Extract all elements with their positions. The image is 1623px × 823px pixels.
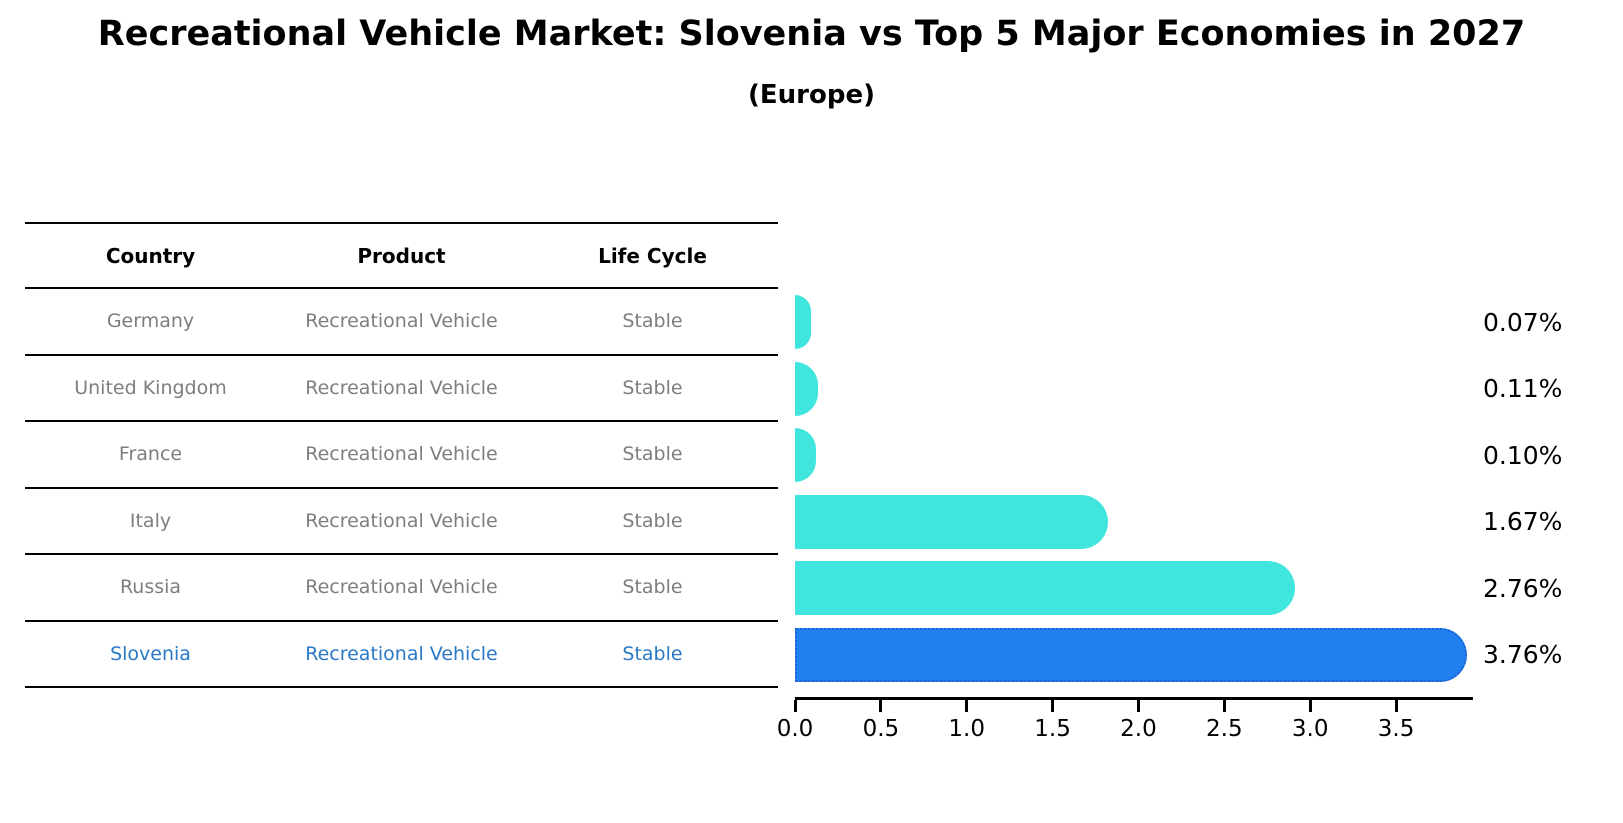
table-cell: Recreational Vehicle <box>305 376 498 399</box>
x-tick <box>879 700 883 712</box>
bar-value-label: 2.76% <box>1483 573 1563 603</box>
table-cell: Stable <box>622 443 683 466</box>
bar-united-kingdom <box>795 361 818 416</box>
table-cell: Slovenia <box>110 642 191 665</box>
x-tick <box>1308 700 1312 712</box>
x-tick-label: 1.5 <box>1034 716 1071 742</box>
x-tick-label: 3.0 <box>1291 716 1329 742</box>
table-cell: Russia <box>119 576 182 599</box>
bar-value-label: 0.07% <box>1483 307 1563 337</box>
table-cell: Germany <box>106 310 195 333</box>
table-cell: Stable <box>622 509 683 532</box>
bar-germany <box>795 295 811 350</box>
x-tick <box>1222 700 1226 712</box>
table-header-product: Product <box>357 243 446 268</box>
table-header-row: Country Product Life Cycle <box>25 222 778 289</box>
x-tick-label: 3.5 <box>1377 716 1415 742</box>
bar-value-label: 0.10% <box>1483 440 1563 470</box>
bar-italy <box>795 494 1108 549</box>
x-tick-label: 1.0 <box>948 716 985 742</box>
table-cell: Stable <box>622 310 683 333</box>
table-cell: Recreational Vehicle <box>305 310 498 333</box>
table-header-country: Country <box>105 243 196 268</box>
bar-slovenia-highlight <box>795 627 1467 682</box>
table-row: Italy Recreational Vehicle Stable <box>25 489 778 555</box>
table-row: Germany Recreational Vehicle Stable <box>25 289 778 356</box>
chart-title: Recreational Vehicle Market: Slovenia vs… <box>97 14 1526 54</box>
table-header-life-cycle: Life Cycle <box>598 243 707 268</box>
x-tick <box>1136 700 1140 712</box>
x-tick-label: 0.5 <box>862 716 900 742</box>
table-cell: Italy <box>129 509 172 532</box>
table-row: Russia Recreational Vehicle Stable <box>25 555 778 622</box>
bar-plot: 0.0 0.5 1.0 1.5 2.0 2.5 3.0 3.5 <box>777 222 1473 762</box>
bar-russia <box>795 561 1295 616</box>
bar-value-label: 0.11% <box>1483 374 1563 404</box>
x-tick <box>793 700 797 712</box>
table-row: Slovenia Recreational Vehicle Stable <box>25 622 778 688</box>
chart-subtitle: (Europe) <box>748 80 875 110</box>
table-cell: Stable <box>622 376 683 399</box>
table-row: France Recreational Vehicle Stable <box>25 422 778 489</box>
table-cell: Stable <box>622 642 683 665</box>
bar-value-label: 3.76% <box>1483 640 1563 670</box>
table-cell: Recreational Vehicle <box>305 576 498 599</box>
table-cell: Recreational Vehicle <box>305 642 498 665</box>
x-axis-line <box>795 697 1473 700</box>
table-body: Germany Recreational Vehicle Stable United … <box>25 289 778 688</box>
table-cell: France <box>118 443 183 466</box>
bar-france <box>795 428 817 483</box>
table-cell: Recreational Vehicle <box>305 509 498 532</box>
table-cell: United Kingdom <box>74 376 227 399</box>
x-tick-label: 2.0 <box>1120 716 1157 742</box>
x-tick <box>965 700 969 712</box>
x-tick-label: 0.0 <box>776 716 814 742</box>
x-tick-label: 2.5 <box>1206 716 1243 742</box>
country-table: Country Product Life Cycle Germany Recreati… <box>25 222 778 688</box>
table-cell: Recreational Vehicle <box>305 443 498 466</box>
x-tick <box>1394 700 1398 712</box>
bar-value-label: 1.67% <box>1483 507 1563 537</box>
table-row: United Kingdom Recreational Vehicle Stable <box>25 356 778 422</box>
x-tick <box>1051 700 1055 712</box>
table-cell: Stable <box>622 576 683 599</box>
